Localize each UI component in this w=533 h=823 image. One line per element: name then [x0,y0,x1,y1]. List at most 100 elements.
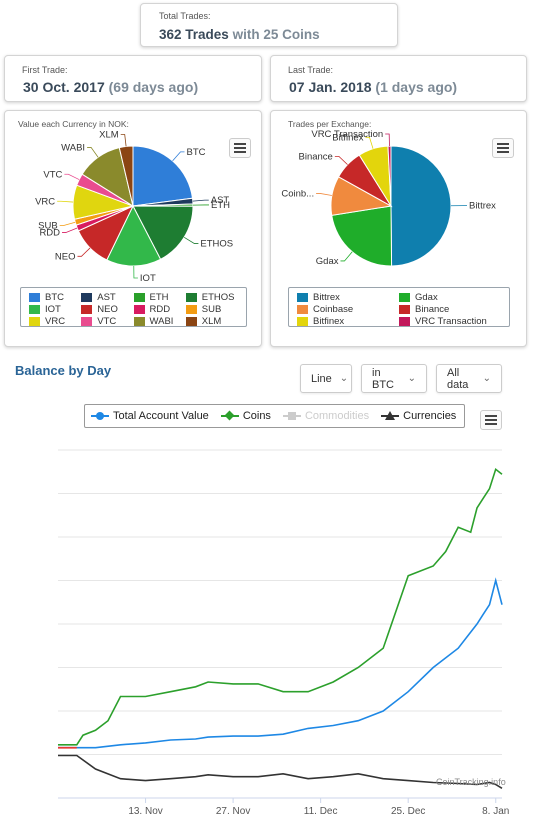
pie-leader-line [334,155,348,165]
last-trade-date: 07 Jan. 2018 [289,79,372,95]
hamburger-line [234,147,246,149]
legend-item-coinbase[interactable]: Coinbase [297,303,399,315]
pie-label: SUB [38,220,58,231]
pie-leader-line [64,173,80,180]
pie-leader-line [365,136,374,149]
legend-swatch [133,292,145,302]
unit-value: in BTC [372,366,394,391]
pie-label: IOT [140,273,156,284]
legend-item-ast[interactable]: AST [81,291,133,303]
first-trade-card: First Trade: 30 Oct. 2017 (69 days ago) [4,55,262,102]
legend-swatch [185,304,197,314]
pie-slice-btc[interactable] [132,145,194,207]
series-line-total-account-value[interactable] [58,577,503,749]
legend-item-eth[interactable]: ETH [133,291,186,303]
x-tick-label: 25. Dec [391,806,425,817]
legend-item-ethos[interactable]: ETHOS [185,291,238,303]
legend-label: Binance [415,303,450,315]
chart-type-dropdown[interactable]: Line ⌄ [300,364,352,393]
legend-label: SUB [201,303,222,315]
hamburger-line [234,151,246,153]
legend-item-binance[interactable]: Binance [399,303,501,315]
legend-commodities[interactable]: Commodities [282,410,369,422]
pie-leader-line [87,147,99,158]
legend-label: ETHOS [201,291,235,303]
legend-item-neo[interactable]: NEO [81,303,133,315]
unit-dropdown[interactable]: in BTC ⌄ [361,364,427,393]
balance-section-title: Balance by Day [15,363,112,378]
chevron-down-icon: ⌄ [339,373,349,384]
legend-swatch [399,316,410,326]
exchange-pie-card: Trades per Exchange: Bittrex Gdax Coinb...… [270,110,527,347]
chart-type-value: Line [311,372,332,385]
first-trade-ago: (69 days ago) [108,79,199,95]
currency-pie-card: Value each Currency in NOK: BTC AST ETH ETH… [4,110,262,347]
legend-item-bittrex[interactable]: Bittrex [297,291,399,303]
legend-total-account-value[interactable]: Total Account Value [91,410,209,422]
legend-item-xlm[interactable]: XLM [185,315,238,327]
pie-slice-vrc-transaction[interactable] [387,145,392,207]
legend-item-vtc[interactable]: VTC [81,315,133,327]
legend-label: WABI [149,315,174,327]
pie-slice-bittrex[interactable] [390,145,452,267]
series-line-coins[interactable] [58,467,503,746]
legend-label: Currencies [403,410,457,422]
last-trade-value: 07 Jan. 2018 (1 days ago) [289,79,457,95]
legend-item-iot[interactable]: IOT [29,303,81,315]
x-tick-label: 13. Nov [128,806,162,817]
legend-item-btc[interactable]: BTC [29,291,81,303]
exchange-chart-menu-button[interactable] [492,138,514,158]
x-tick-label: 8. Jan [482,806,509,817]
legend-coins[interactable]: Coins [220,410,271,422]
legend-label: VTC [97,315,117,327]
pie-slice-iot[interactable] [106,204,162,267]
currency-chart-menu-button[interactable] [229,138,251,158]
legend-item-bitfinex[interactable]: Bitfinex [297,315,399,327]
pie-slice-gdax[interactable] [331,205,393,267]
hamburger-line [497,151,509,153]
pie-slice-xlm[interactable] [118,145,134,207]
legend-item-sub[interactable]: SUB [185,303,238,315]
last-trade-ago: (1 days ago) [375,79,458,95]
legend-item-gdax[interactable]: Gdax [399,291,501,303]
pie-label: WABI [61,142,85,153]
currency-legend: BTC AST ETH ETHOS IOT NEO RDD SUB VRC VTC WABI XLM [20,287,247,327]
diamond-marker-icon [220,410,239,421]
x-tick-label: 11. Dec [304,806,338,817]
pie-leader-line [120,134,127,147]
pie-leader-line [316,193,332,196]
pie-leader-line [133,265,138,279]
legend-swatch [297,292,308,302]
legend-label: Total Account Value [113,410,209,422]
pie-label: Bittrex [469,201,496,212]
legend-label: RDD [149,303,171,315]
legend-item-rdd[interactable]: RDD [133,303,186,315]
chevron-down-icon: ⌄ [482,373,491,384]
cl-tri [385,411,396,420]
legend-swatch [185,316,197,326]
legend-label: Coinbase [313,303,354,315]
legend-currencies[interactable]: Currencies [381,410,456,422]
cl-dot [224,410,235,421]
legend-item-vrc[interactable]: VRC [29,315,81,327]
hamburger-icon [234,143,246,145]
hamburger-icon [485,415,497,417]
last-trade-card: Last Trade: 07 Jan. 2018 (1 days ago) [270,55,527,102]
total-trades-card: Total Trades: 362 Trades with 25 Coins [140,3,398,47]
range-value: All data [447,366,469,391]
legend-label: IOT [45,303,61,315]
legend-item-vrc-transaction[interactable]: VRC Transaction [399,315,501,327]
legend-item-wabi[interactable]: WABI [133,315,186,327]
pie-slice-ethos[interactable] [132,205,194,260]
hamburger-icon [497,143,509,145]
legend-swatch [81,316,93,326]
pie-leader-line [183,236,199,244]
first-trade-date: 30 Oct. 2017 [23,79,105,95]
range-dropdown[interactable]: All data ⌄ [436,364,502,393]
triangle-marker-icon [381,411,400,421]
balance-chart-menu-button[interactable] [480,410,502,430]
total-trades-suffix: with 25 Coins [232,27,320,42]
pie-label: XLM [99,129,119,140]
pie-label: VRC Transaction [311,129,383,140]
